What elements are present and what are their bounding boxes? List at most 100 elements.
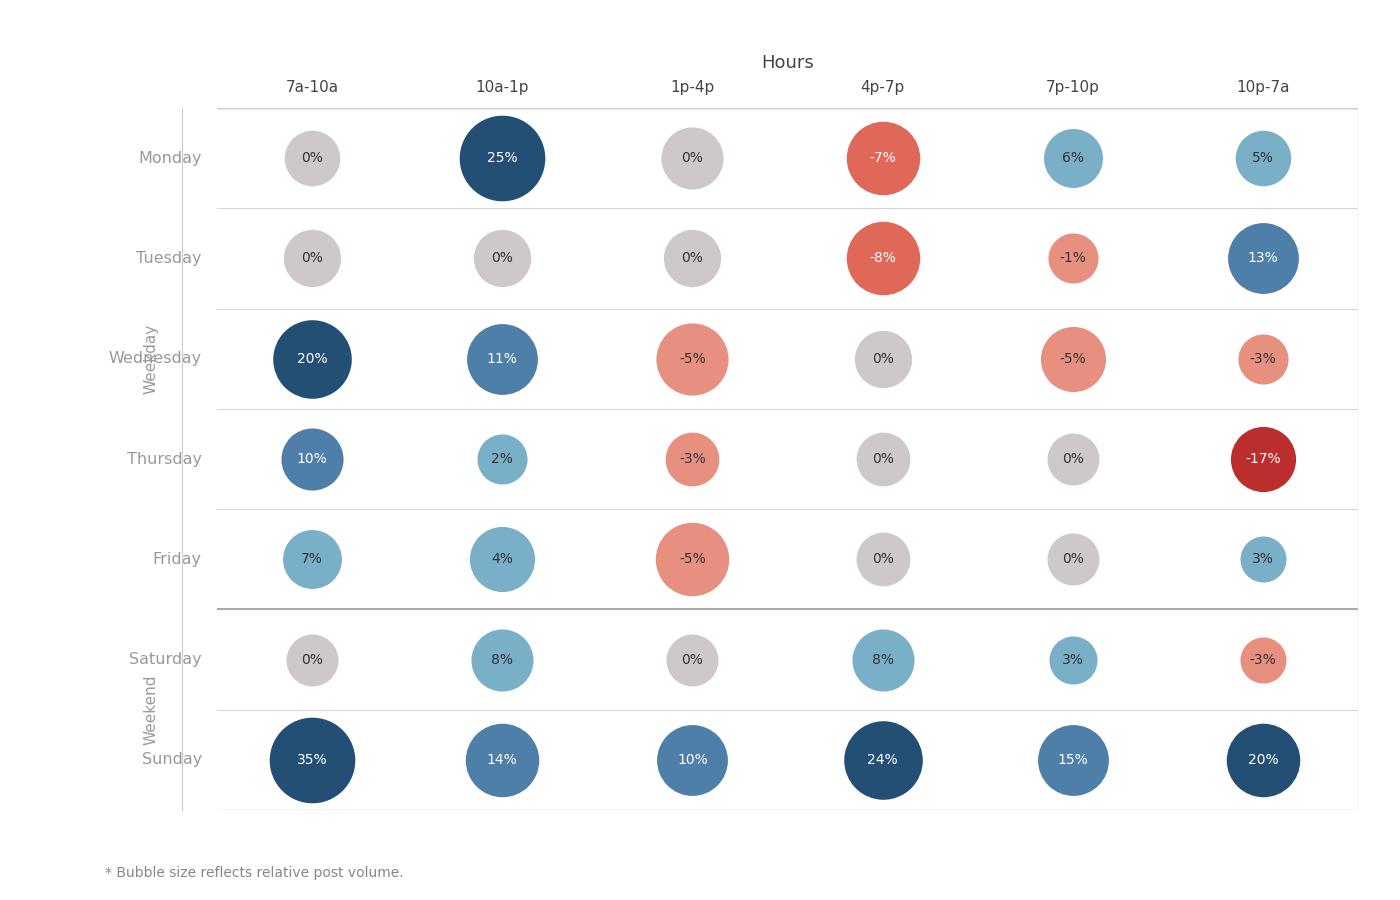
Text: -8%: -8% — [869, 251, 896, 266]
Text: 3%: 3% — [1061, 652, 1084, 667]
Point — [1252, 452, 1274, 466]
Text: 1p-4p: 1p-4p — [671, 80, 714, 95]
Point — [682, 151, 704, 166]
Point — [871, 752, 893, 767]
Point — [491, 151, 514, 166]
Text: -3%: -3% — [1250, 652, 1277, 667]
Text: Thursday: Thursday — [127, 452, 202, 466]
Text: -7%: -7% — [869, 151, 896, 165]
Point — [1061, 752, 1084, 767]
Point — [301, 352, 323, 366]
Point — [301, 452, 323, 466]
Point — [1252, 151, 1274, 166]
Text: 10p-7a: 10p-7a — [1236, 80, 1289, 95]
Point — [1061, 452, 1084, 466]
Text: 0%: 0% — [872, 553, 893, 566]
Text: 13%: 13% — [1247, 251, 1278, 266]
Text: 24%: 24% — [867, 753, 897, 767]
Text: 8%: 8% — [872, 652, 893, 667]
Point — [491, 352, 514, 366]
Point — [1252, 352, 1274, 366]
Text: 0%: 0% — [682, 151, 703, 165]
Point — [1061, 251, 1084, 266]
Text: 14%: 14% — [487, 753, 518, 767]
Point — [491, 452, 514, 466]
Text: 0%: 0% — [682, 652, 703, 667]
Point — [301, 652, 323, 667]
Point — [301, 552, 323, 566]
Point — [871, 251, 893, 266]
Point — [682, 552, 704, 566]
Text: 0%: 0% — [301, 652, 323, 667]
Point — [1252, 652, 1274, 667]
Point — [491, 652, 514, 667]
Text: Sunday: Sunday — [141, 752, 202, 768]
Text: 10%: 10% — [297, 452, 328, 466]
Text: Wednesday: Wednesday — [109, 351, 202, 366]
Point — [491, 552, 514, 566]
Text: 0%: 0% — [301, 251, 323, 266]
Point — [1252, 552, 1274, 566]
Point — [682, 452, 704, 466]
Point — [1061, 151, 1084, 166]
Point — [682, 752, 704, 767]
Text: 0%: 0% — [872, 352, 893, 365]
Text: 11%: 11% — [487, 352, 518, 365]
Text: 0%: 0% — [301, 151, 323, 165]
Text: 10a-1p: 10a-1p — [476, 80, 529, 95]
Text: Hours: Hours — [762, 54, 813, 72]
Text: 7p-10p: 7p-10p — [1046, 80, 1099, 95]
Text: -5%: -5% — [679, 553, 706, 566]
Point — [871, 352, 893, 366]
Text: 10%: 10% — [678, 753, 708, 767]
Text: 8%: 8% — [491, 652, 514, 667]
Text: Monday: Monday — [139, 150, 202, 166]
Text: 0%: 0% — [682, 251, 703, 266]
Text: 0%: 0% — [1061, 452, 1084, 466]
Point — [1061, 552, 1084, 566]
Point — [682, 352, 704, 366]
Text: 0%: 0% — [1061, 553, 1084, 566]
Text: 20%: 20% — [1247, 753, 1278, 767]
Text: -1%: -1% — [1060, 251, 1086, 266]
Text: 7%: 7% — [301, 553, 323, 566]
Text: -5%: -5% — [679, 352, 706, 365]
Point — [491, 251, 514, 266]
Text: Weekday: Weekday — [144, 324, 158, 394]
Text: 15%: 15% — [1057, 753, 1088, 767]
Text: 6%: 6% — [1061, 151, 1084, 165]
Text: 2%: 2% — [491, 452, 514, 466]
Text: 3%: 3% — [1252, 553, 1274, 566]
Text: -5%: -5% — [1060, 352, 1086, 365]
Text: 35%: 35% — [297, 753, 328, 767]
Text: 0%: 0% — [872, 452, 893, 466]
Text: 4%: 4% — [491, 553, 514, 566]
Point — [1252, 752, 1274, 767]
Text: Friday: Friday — [153, 552, 202, 567]
Point — [871, 151, 893, 166]
Point — [682, 652, 704, 667]
Point — [871, 452, 893, 466]
Text: * Bubble size reflects relative post volume.: * Bubble size reflects relative post vol… — [105, 866, 403, 880]
Text: -3%: -3% — [1250, 352, 1277, 365]
Point — [301, 752, 323, 767]
Point — [491, 752, 514, 767]
Point — [871, 552, 893, 566]
Text: -17%: -17% — [1245, 452, 1281, 466]
Point — [1061, 352, 1084, 366]
Text: 7a-10a: 7a-10a — [286, 80, 339, 95]
Text: Tuesday: Tuesday — [136, 251, 202, 266]
Text: 5%: 5% — [1252, 151, 1274, 165]
Text: Saturday: Saturday — [129, 652, 202, 667]
Text: 25%: 25% — [487, 151, 518, 165]
Text: 0%: 0% — [491, 251, 514, 266]
Text: Weekend: Weekend — [144, 674, 158, 745]
Point — [301, 151, 323, 166]
Point — [682, 251, 704, 266]
Point — [1252, 251, 1274, 266]
Point — [871, 652, 893, 667]
Point — [1061, 652, 1084, 667]
Text: 4p-7p: 4p-7p — [861, 80, 904, 95]
Text: -3%: -3% — [679, 452, 706, 466]
Point — [301, 251, 323, 266]
